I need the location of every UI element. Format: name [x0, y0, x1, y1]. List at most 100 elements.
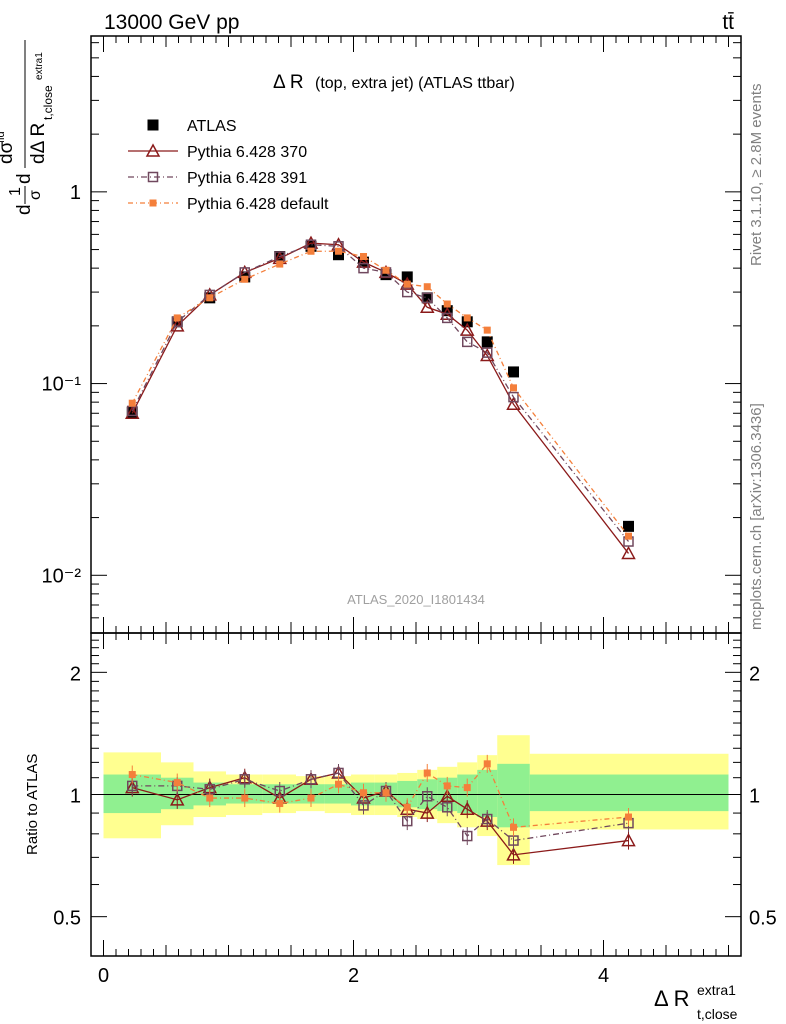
x-axis-label: Δ R t,close extra1: [654, 982, 738, 1022]
x-axis-label-sup: extra1: [697, 982, 736, 998]
data-point: [422, 292, 433, 304]
data-point: [461, 316, 473, 328]
main-ylabel-d: d: [14, 204, 35, 215]
main-ylabel-one: 1: [7, 187, 24, 196]
ratio-band-inner: [324, 784, 351, 804]
main-ylabel-sigma: σ: [27, 190, 44, 200]
ratio-series-line: [132, 772, 629, 856]
ratio-y-tick-label: 2: [70, 663, 81, 685]
x-tick-label: 4: [598, 965, 609, 987]
ratio-band-inner: [477, 769, 498, 818]
data-point: [305, 774, 317, 785]
main-ylabel-denominator: dΔ R: [28, 123, 49, 164]
data-point: [173, 314, 181, 322]
main-ylabel-d2: d: [14, 173, 35, 184]
data-point: [124, 405, 140, 420]
data-point: [419, 805, 435, 819]
ratio-axes: 0.5 0.5 1 1 2 2 0 2 4: [53, 632, 777, 987]
x-tick-label: 2: [348, 965, 359, 987]
data-point: [380, 269, 392, 281]
data-point: [510, 823, 517, 831]
legend-label: Pythia 6.428 default: [187, 196, 329, 213]
ratio-band-inner: [497, 763, 530, 828]
data-point: [382, 266, 390, 274]
data-point: [307, 794, 315, 802]
ratio-series-line: [132, 762, 629, 829]
data-point: [441, 305, 453, 317]
data-point: [147, 171, 159, 183]
ratio-band-inner: [226, 784, 263, 804]
series-line: [131, 244, 630, 542]
ratio-y-tick-label-right: 2: [749, 663, 760, 685]
data-point: [305, 240, 317, 252]
data-point: [360, 789, 367, 797]
data-point: [463, 784, 471, 792]
data-point: [459, 322, 475, 336]
main-y-tick-label: 1: [70, 182, 81, 204]
data-point: [623, 520, 634, 532]
data-point: [506, 396, 521, 411]
data-point: [241, 275, 249, 283]
main-y-tick-label: 10⁻²: [42, 565, 82, 587]
ratio-band-inner: [529, 774, 729, 812]
ratio-series: [124, 754, 636, 864]
ratio-ylabel: Ratio to ATLAS: [24, 754, 41, 855]
ratio-y-tick-label-right: 0.5: [749, 908, 777, 930]
data-point: [276, 800, 284, 808]
series-pythia-6-428-370: [124, 235, 636, 560]
data-point: [482, 347, 493, 358]
data-point: [128, 399, 136, 407]
rivet-label: Rivet 3.1.10, ≥ 2.8M events: [748, 84, 765, 267]
legend: ATLAS Pythia 6.428 370 Pythia 6.428 391 Pyt…: [128, 118, 329, 213]
data-point: [276, 260, 284, 268]
data-point: [443, 782, 451, 790]
legend-item: ATLAS: [147, 118, 237, 135]
data-point: [510, 384, 517, 392]
x-axis-label-main: Δ R: [654, 986, 689, 1011]
data-point: [360, 253, 367, 261]
data-point: [423, 283, 431, 291]
mcplots-label: mcplots.cern.ch [arXiv:1306.3436]: [748, 403, 765, 630]
data-point: [206, 294, 214, 302]
data-point: [335, 780, 342, 788]
main-series: [124, 235, 636, 560]
data-point: [239, 774, 250, 785]
series-pythia-6-428-default: [128, 247, 632, 540]
data-point: [382, 789, 390, 797]
ratio-series-line: [132, 772, 629, 842]
data-point: [621, 833, 636, 847]
data-point: [173, 779, 181, 787]
data-point: [459, 801, 475, 815]
main-ylabel-subscript: t,close: [41, 85, 55, 120]
data-point: [147, 119, 159, 131]
data-point: [621, 545, 636, 560]
ratio-plot-frame: [90, 632, 742, 957]
plot-title: Δ R (top, extra jet) (ATLAS ttbar): [273, 72, 515, 93]
data-point: [442, 312, 453, 324]
analysis-watermark: ATLAS_2020_I1801434: [347, 592, 485, 607]
data-point: [421, 292, 433, 304]
plot-title-main: Δ R: [273, 72, 304, 93]
data-point: [508, 366, 519, 378]
collision-label: 13000 GeV pp: [104, 11, 239, 34]
data-point: [442, 802, 453, 813]
data-point: [483, 326, 491, 334]
data-point: [625, 532, 632, 540]
data-point: [171, 316, 183, 328]
series-line: [131, 242, 630, 554]
data-point: [169, 318, 185, 332]
plot-title-sub: (top, extra jet) (ATLAS ttbar): [315, 75, 515, 92]
data-point: [463, 314, 471, 322]
legend-item: Pythia 6.428 370: [128, 143, 307, 161]
legend-item: Pythia 6.428 391: [128, 170, 307, 187]
main-ylabel-superscript: extra1: [34, 52, 45, 80]
data-point: [403, 280, 411, 288]
data-point: [356, 254, 371, 268]
x-tick-label: 0: [98, 965, 109, 987]
data-point: [419, 299, 435, 314]
data-point: [335, 247, 342, 255]
main-axes: 10⁻² 10⁻¹ 1: [42, 36, 741, 634]
ratio-band-inner: [296, 784, 325, 804]
series-atlas: [126, 240, 634, 532]
